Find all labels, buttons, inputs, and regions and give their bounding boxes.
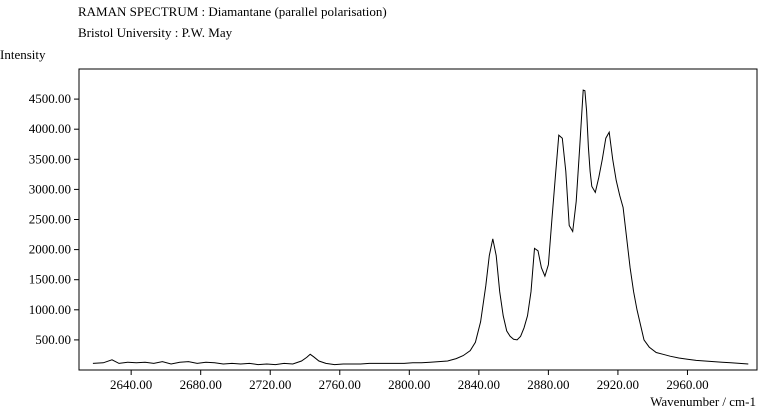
x-tick-label: 2720.00 bbox=[249, 377, 291, 392]
y-tick-label: 2500.00 bbox=[29, 212, 71, 227]
x-tick-label: 2880.00 bbox=[527, 377, 569, 392]
x-tick-label: 2680.00 bbox=[180, 377, 222, 392]
x-tick-label: 2840.00 bbox=[458, 377, 500, 392]
x-tick-label: 2640.00 bbox=[110, 377, 152, 392]
y-tick-label: 3500.00 bbox=[29, 151, 71, 166]
y-tick-label: 1000.00 bbox=[29, 302, 71, 317]
x-axis-label: Wavenumber / cm-1 bbox=[650, 394, 756, 409]
y-tick-label: 2000.00 bbox=[29, 242, 71, 257]
x-axis-ticks: 2640.00 2680.00 2720.00 2760.00 2800.00 2840.… bbox=[110, 370, 709, 392]
y-axis-ticks: 500.00 1000.00 1500.00 2000.00 2500.00 3000.0… bbox=[29, 91, 79, 347]
y-axis-label: Intensity bbox=[0, 47, 46, 62]
plot-frame bbox=[78, 68, 758, 371]
y-tick-label: 3000.00 bbox=[29, 181, 71, 196]
chart-subtitle: Bristol University : P.W. May bbox=[78, 25, 233, 40]
x-tick-label: 2920.00 bbox=[597, 377, 639, 392]
chart-title: RAMAN SPECTRUM : Diamantane (parallel po… bbox=[78, 4, 387, 19]
y-tick-label: 4000.00 bbox=[29, 121, 71, 136]
y-tick-label: 500.00 bbox=[35, 332, 71, 347]
x-tick-label: 2960.00 bbox=[666, 377, 708, 392]
y-tick-label: 4500.00 bbox=[29, 91, 71, 106]
x-tick-label: 2760.00 bbox=[319, 377, 361, 392]
spectrum-line bbox=[92, 89, 749, 366]
y-tick-label: 1500.00 bbox=[29, 272, 71, 287]
x-tick-label: 2800.00 bbox=[388, 377, 430, 392]
